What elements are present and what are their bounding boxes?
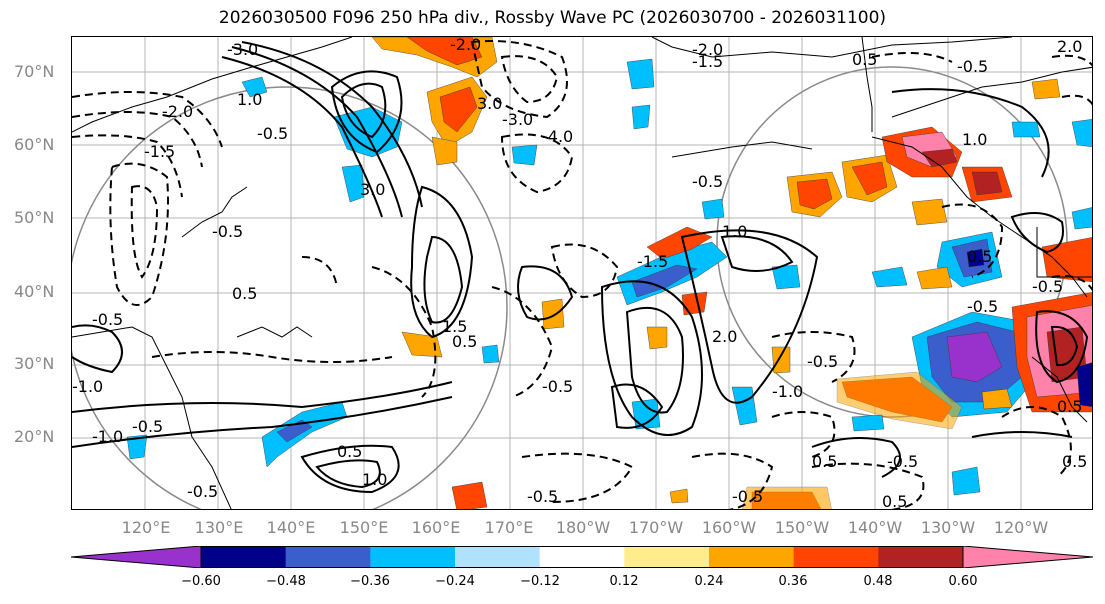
colorbar-segment <box>285 546 371 568</box>
contour-label: -3.0 <box>227 40 258 59</box>
contour-label: -0.5 <box>187 482 218 501</box>
colorbar-segment <box>793 546 879 568</box>
contour-label: -1.5 <box>144 142 175 161</box>
contour-label: -0.5 <box>732 487 763 506</box>
contour-label: 3.0 <box>360 180 385 199</box>
contour-label: 0.5 <box>882 492 907 510</box>
colorbar-outline-right <box>962 546 1093 568</box>
contour-label: 0.5 <box>1062 452 1087 471</box>
colorbar-segments <box>71 546 1093 568</box>
contour-label: 1.0 <box>362 470 387 489</box>
colorbar-segment <box>370 546 456 568</box>
contour-label: -1.0 <box>72 377 103 396</box>
colorbar-segment <box>624 546 710 568</box>
lon-label: 170°W <box>628 518 684 537</box>
contour-label: -0.5 <box>887 452 918 471</box>
lat-label: 50°N <box>14 208 55 227</box>
contour-label: -0.5 <box>542 377 573 396</box>
colorbar-tick-label: −0.60 <box>181 574 221 589</box>
colorbar <box>71 546 1093 568</box>
contour-label: 2.0 <box>712 327 737 346</box>
lon-label: 120°W <box>993 518 1049 537</box>
colorbar-tick-label: 0.36 <box>778 574 808 589</box>
lon-label: 150°W <box>774 518 830 537</box>
contour-label: -0.5 <box>92 310 123 329</box>
contour-label: -2.0 <box>692 40 723 59</box>
contour-label: 0.5 <box>1057 397 1082 416</box>
contour-label: -0.5 <box>692 172 723 191</box>
contour-label: 0.5 <box>812 452 837 471</box>
lat-label: 70°N <box>14 62 55 81</box>
colorbar-segment <box>709 546 795 568</box>
contour-label: -2.0 <box>450 37 481 54</box>
colorbar-segment <box>71 546 201 568</box>
contour-label: 1.0 <box>722 222 747 241</box>
contour-label: 0.5 <box>967 247 992 266</box>
lon-label: 160°E <box>411 518 461 537</box>
contour-label: -1.0 <box>772 382 803 401</box>
colorbar-segment <box>878 546 964 568</box>
map-canvas: -3.0 -2.0 -2.0 -1.5 0.5 2.0 -0.5 1.0 1.0… <box>72 37 1092 510</box>
contour-label: -0.5 <box>807 352 838 371</box>
contour-label: 1.0 <box>962 130 987 149</box>
colorbar-tick-label: 0.12 <box>609 574 639 589</box>
contour-label: -1.0 <box>92 427 123 446</box>
contour-label: 1.5 <box>442 317 467 336</box>
lon-label: 120°E <box>121 518 171 537</box>
lon-label: 140°W <box>847 518 903 537</box>
contour-label: 3.0 <box>477 94 502 113</box>
contour-label: 2.0 <box>1057 37 1082 56</box>
negative-contours <box>72 40 1092 509</box>
contour-label: -0.5 <box>257 124 288 143</box>
colorbar-segment <box>201 546 287 568</box>
lat-label: 40°N <box>14 282 55 301</box>
positive-contours <box>72 41 1089 494</box>
lon-label: 140°E <box>266 518 316 537</box>
contour-label: -0.5 <box>1032 277 1063 296</box>
contour-label: -0.5 <box>527 487 558 506</box>
contour-label: 0.5 <box>852 50 877 69</box>
contour-label: -3.0 <box>502 110 533 129</box>
map-panel: -3.0 -2.0 -2.0 -1.5 0.5 2.0 -0.5 1.0 1.0… <box>71 36 1093 510</box>
contour-label: -0.5 <box>957 57 988 76</box>
colorbar-tick-label: −0.24 <box>435 574 475 589</box>
lat-label: 20°N <box>14 427 55 446</box>
colorbar-tick-label: −0.12 <box>520 574 560 589</box>
contour-label: 0.5 <box>337 442 362 461</box>
colorbar-segment <box>539 546 625 568</box>
lat-label: 30°N <box>14 354 55 373</box>
contour-label: -1.5 <box>692 52 723 71</box>
contour-label: 0.5 <box>452 332 477 351</box>
lon-label: 130°E <box>194 518 244 537</box>
map-title: 2026030500 F096 250 hPa div., Rossby Wav… <box>218 8 887 28</box>
lon-label: 170°E <box>484 518 534 537</box>
contour-label: -0.5 <box>212 222 243 241</box>
contour-labels: -3.0 -2.0 -2.0 -1.5 0.5 2.0 -0.5 1.0 1.0… <box>72 37 1087 510</box>
colorbar-tick-label: −0.36 <box>350 574 390 589</box>
colorbar-segment <box>963 546 1093 568</box>
colorbar-tick-label: 0.24 <box>694 574 724 589</box>
contour-label: -4.0 <box>542 127 573 146</box>
lat-label: 60°N <box>14 135 55 154</box>
lon-label: 160°W <box>701 518 757 537</box>
colorbar-segment <box>455 546 541 568</box>
contour-label: 0.5 <box>232 284 257 303</box>
contour-label: -0.5 <box>132 417 163 436</box>
lon-label: 180°W <box>555 518 611 537</box>
colorbar-tick-label: 0.60 <box>948 574 978 589</box>
lon-label: 150°E <box>339 518 389 537</box>
colorbar-tick-label: −0.48 <box>266 574 306 589</box>
contour-label: -1.5 <box>637 252 668 271</box>
contour-label: -2.0 <box>162 102 193 121</box>
coastlines <box>72 37 1092 509</box>
colorbar-tick-label: 0.48 <box>863 574 893 589</box>
contour-label: 1.0 <box>237 90 262 109</box>
lon-label: 130°W <box>920 518 976 537</box>
contour-label: -0.5 <box>967 297 998 316</box>
